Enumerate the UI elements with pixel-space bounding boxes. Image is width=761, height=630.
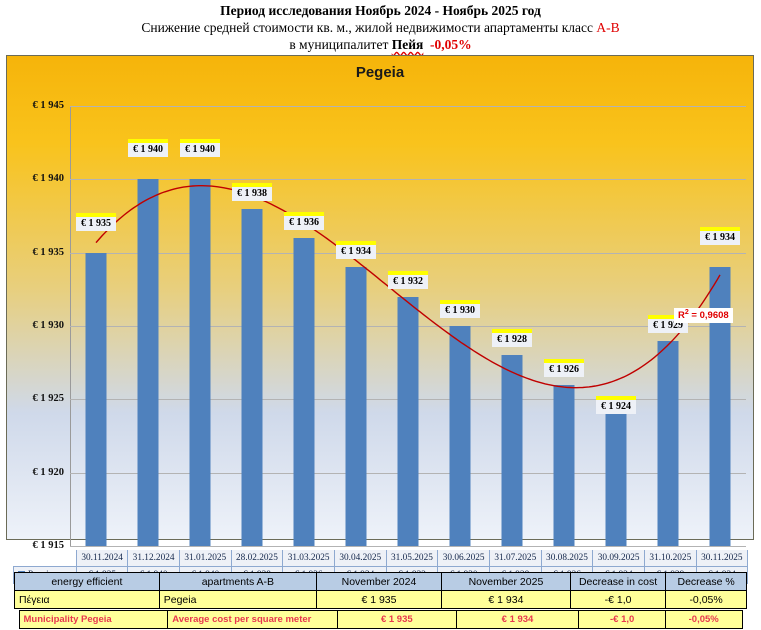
summary-table-cell: € 1 935: [316, 590, 442, 609]
chart-data-table-header: 30.11.2024 31.12.2024 31.01.2025 28.02.2025…: [13, 550, 749, 567]
bar-data-label: € 1 926: [544, 358, 584, 377]
bar-data-label: € 1 930: [440, 300, 480, 318]
chart-table-date-header: 31.07.2025: [488, 550, 542, 567]
gridline: [70, 106, 746, 107]
summary-table-cell: Municipality Pegeia: [18, 610, 169, 629]
bar[interactable]: [397, 296, 419, 546]
bar[interactable]: [605, 414, 627, 546]
bar[interactable]: [449, 326, 471, 546]
bar-slot: [278, 106, 330, 546]
chart-table-date-header: 30.11.2025: [695, 550, 749, 567]
bar-slot: [590, 106, 642, 546]
chart-table-date-header: 30.09.2025: [592, 550, 645, 567]
heading-description: Снижение средней стоимости кв. м., жилой…: [0, 19, 761, 36]
bar[interactable]: [189, 179, 211, 546]
bar[interactable]: [137, 179, 159, 546]
bar-data-label: € 1 934: [336, 241, 376, 260]
chart-bars: [70, 106, 746, 546]
summary-table-header-cell: energy efficient: [14, 572, 160, 591]
summary-table-header-cell: Decrease %: [665, 572, 747, 591]
bar-slot: [174, 106, 226, 546]
y-axis-tick-label: € 1 930: [32, 320, 65, 331]
summary-table-header-cell: November 2024: [316, 572, 442, 591]
summary-table-header-cell: apartments A-B: [158, 572, 318, 591]
chart-table-corner: [13, 550, 77, 567]
chart-table-date-header: 28.02.2025: [230, 550, 284, 567]
bar-data-label: € 1 934: [700, 227, 740, 246]
summary-table-cell: € 1 934: [455, 610, 580, 629]
bar-slot: [486, 106, 538, 546]
summary-table-cell: Average cost per square meter: [167, 610, 338, 629]
bar-data-label: € 1 936: [284, 212, 324, 230]
heading-period: Период исследования Ноябрь 2024 - Ноябрь…: [220, 3, 541, 18]
chart-table-date-header: 30.11.2024: [75, 550, 129, 567]
y-axis-tick-label: € 1 920: [32, 466, 65, 478]
summary-table-cell: -€ 1,0: [569, 590, 667, 609]
bar[interactable]: [85, 252, 107, 546]
summary-table-cell: Pegeia: [158, 590, 318, 609]
bar[interactable]: [241, 208, 263, 546]
bar[interactable]: [553, 384, 575, 546]
summary-table-header-cell: Decrease in cost: [569, 572, 667, 591]
bar-slot: [382, 106, 434, 546]
y-axis-tick-label: € 1 935: [32, 246, 65, 258]
chart-table-date-header: 31.01.2025: [178, 550, 232, 567]
summary-table-cell: -€ 1,0: [578, 610, 666, 629]
bar-data-label: € 1 940: [128, 139, 168, 158]
bar-data-label: € 1 940: [180, 139, 220, 158]
chart-table-date-header: 31.03.2025: [282, 550, 335, 567]
chart-table-date-header: 31.10.2025: [643, 550, 697, 567]
bar[interactable]: [293, 238, 315, 546]
summary-table-cell: € 1 934: [440, 590, 571, 609]
bar-data-label: € 1 935: [76, 212, 116, 231]
summary-table-row: Πέγεια Pegeia € 1 935 € 1 934 -€ 1,0 -0,05%: [14, 590, 747, 609]
chart-table-date-header: 30.08.2025: [540, 550, 594, 567]
chart-plot-inner: € 1 945 € 1 940 € 1 935 € 1 930 € 1 925 € 1 9…: [33, 100, 746, 551]
bar-slot: [70, 106, 122, 546]
bar-data-label: € 1 932: [388, 270, 428, 289]
chart-title: Pegeia: [355, 64, 405, 81]
chart-table-date-header: 31.05.2025: [385, 550, 439, 567]
heading-municipality-name: Пейя: [391, 37, 424, 52]
chart-table-date-header: 31.12.2024: [127, 550, 180, 567]
heading-class-badge: А-В: [596, 20, 620, 35]
chart-table-date-header: 30.06.2025: [437, 550, 490, 567]
summary-table-cell: -0,05%: [664, 610, 743, 629]
y-axis-tick-label: € 1 945: [32, 100, 65, 111]
bar-slot: [434, 106, 486, 546]
heading-description-text: Снижение средней стоимости кв. м., жилой…: [141, 20, 597, 35]
heading-municipality-prefix: в муниципалитет: [289, 37, 392, 52]
chart-container: Pegeia € 1 945 € 1 940 € 1 935 € 1 930 € 1 9…: [6, 55, 754, 584]
summary-table-cell: Πέγεια: [14, 590, 160, 609]
gridline: [70, 179, 746, 181]
bar-slot: [226, 106, 278, 546]
bar[interactable]: [501, 355, 523, 546]
bar-slot: [642, 106, 694, 546]
gridline: [70, 546, 746, 547]
r-squared-annotation: R2 = 0,9608: [674, 308, 733, 323]
heading-municipality: в муниципалитет Пейя -0,05%: [0, 36, 761, 53]
summary-table-header-row: energy efficient apartments A-B November 2…: [14, 572, 747, 591]
bar[interactable]: [657, 340, 679, 546]
bar-data-label: € 1 924: [596, 396, 636, 414]
summary-table-row: Municipality Pegeia Average cost per squa…: [14, 609, 747, 630]
bar-slot: [330, 106, 382, 546]
chart-plot-area: € 1 945 € 1 940 € 1 935 € 1 930 € 1 925 € 1 9…: [33, 100, 746, 551]
heading-decrease-percent: -0,05%: [430, 37, 472, 52]
y-axis-tick-label: € 1 940: [32, 173, 65, 185]
summary-table-header-cell: November 2025: [440, 572, 571, 591]
bar-slot: [122, 106, 174, 546]
page-headings: Период исследования Ноябрь 2024 - Ноябрь…: [0, 0, 761, 53]
bar-data-label: € 1 938: [232, 182, 272, 201]
bar-data-label: € 1 928: [492, 329, 532, 348]
y-axis-tick-label: € 1 925: [32, 393, 65, 405]
summary-table-cell: € 1 935: [337, 610, 457, 629]
summary-table: energy efficient apartments A-B November 2…: [14, 572, 747, 630]
bar[interactable]: [345, 267, 367, 546]
y-axis-tick-label: € 1 915: [32, 540, 65, 551]
bar-slot: [694, 106, 746, 546]
bar-slot: [538, 106, 590, 546]
chart-table-date-header: 30.04.2025: [333, 550, 387, 567]
summary-table-cell: -0,05%: [665, 590, 747, 609]
